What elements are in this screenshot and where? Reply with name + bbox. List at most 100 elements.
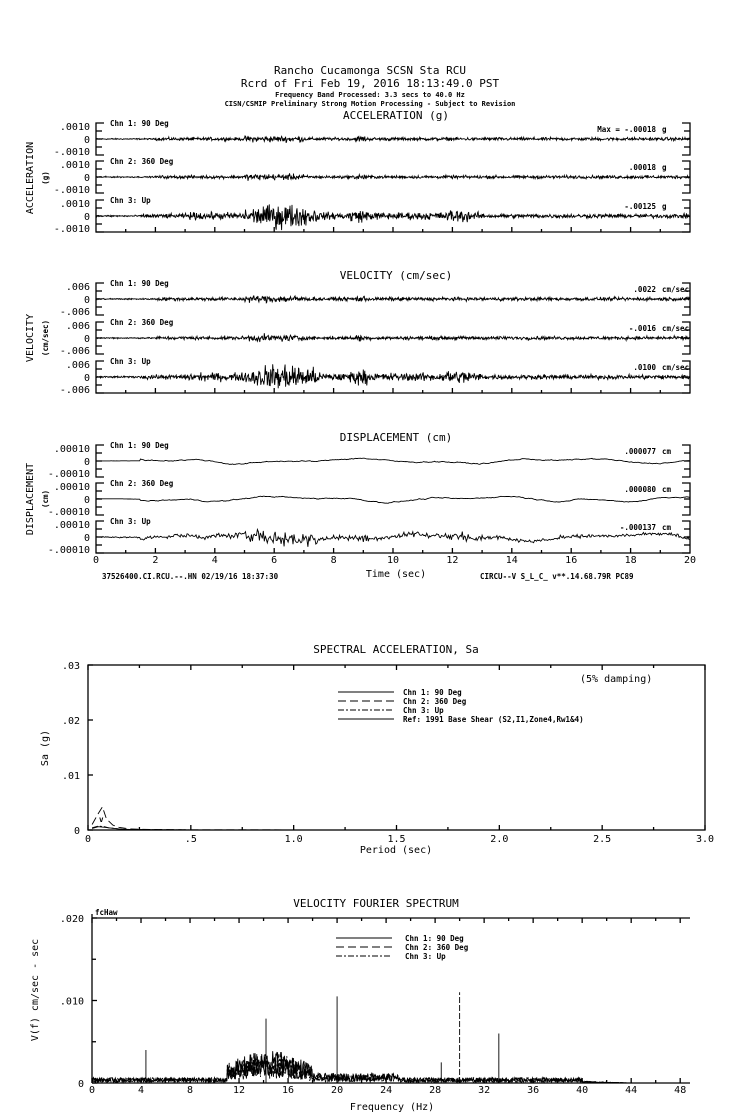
waveform-trace: [95, 294, 691, 304]
waveform-trace: [96, 457, 690, 465]
sa-series-line: [91, 825, 706, 831]
ytick-label-top: .006: [66, 282, 90, 293]
time-xlabel: Time (sec): [366, 569, 426, 580]
acceleration-yunit: (g): [41, 171, 50, 185]
fourier-title: VELOCITY FOURIER SPECTRUM: [293, 897, 459, 910]
xtick-label: 10: [387, 555, 399, 566]
xtick-label: 14: [506, 555, 518, 566]
velocity-ylabel: VELOCITY: [25, 314, 36, 362]
xtick-label: 0: [85, 834, 91, 845]
channel-label: Chn 2: 360 Deg: [110, 157, 174, 166]
legend-label: Chn 3: Up: [403, 706, 444, 715]
xtick-label: 32: [478, 1085, 490, 1096]
waveform-trace: [95, 135, 691, 144]
xtick-label: 40: [576, 1085, 588, 1096]
channel-label: Chn 1: 90 Deg: [110, 279, 169, 288]
xtick-label: 4: [212, 555, 218, 566]
ytick-label-zero: 0: [84, 135, 90, 146]
ytick-label-zero: 0: [84, 533, 90, 544]
waveform-trace: [95, 364, 691, 389]
record-date: Rcrd of Fri Feb 19, 2016 18:13:49.0 PST: [241, 77, 500, 90]
xtick-label: .5: [185, 834, 197, 845]
max-value: -.0016: [629, 324, 657, 333]
fourier-ylabel: V(f) cm/sec - sec: [30, 939, 41, 1041]
legend-label: Ref: 1991 Base Shear (S2,I1,Zone4,Rw1&4): [403, 715, 584, 724]
xtick-label: 6: [271, 555, 277, 566]
acceleration-ylabel: ACCELERATION: [25, 142, 36, 214]
ytick-label-top: .00010: [54, 520, 90, 531]
ytick-label: .01: [62, 771, 80, 782]
max-unit: g: [662, 125, 667, 134]
fourier-corner-label: fcHaw: [95, 908, 118, 917]
xtick-label: 36: [527, 1085, 539, 1096]
max-unit: g: [662, 202, 667, 211]
ytick-label-top: .0010: [60, 199, 90, 210]
ytick-label-bottom: -.00010: [48, 469, 90, 480]
legend-label: Chn 2: 360 Deg: [403, 697, 467, 706]
ytick-label-bottom: -.0010: [54, 224, 90, 235]
xtick-label: 28: [429, 1085, 441, 1096]
displacement-yunit: (cm): [41, 490, 50, 508]
ytick-label-zero: 0: [84, 373, 90, 384]
xtick-label: 0: [89, 1085, 95, 1096]
velocity-yunit: (cm/sec): [41, 320, 50, 356]
ytick-label-top: .0010: [60, 160, 90, 171]
processing-note: CISN/CSMIP Preliminary Strong Motion Pro…: [225, 100, 516, 108]
xtick-label: 12: [233, 1085, 245, 1096]
ytick-label-top: .006: [66, 321, 90, 332]
footer-left: 37526400.CI.RCU.--.HN 02/19/16 18:37:30: [102, 572, 279, 581]
header: Rancho Cucamonga SCSN Sta RCU Rcrd of Fr…: [225, 64, 516, 108]
channel-label: Chn 3: Up: [110, 196, 151, 205]
max-unit: g: [662, 163, 667, 172]
ytick-label-bottom: -.0010: [54, 147, 90, 158]
xtick-label: 8: [187, 1085, 193, 1096]
xtick-label: 24: [380, 1085, 392, 1096]
channel-label: Chn 2: 360 Deg: [110, 318, 174, 327]
max-value: .000077: [624, 447, 656, 456]
max-value: -.000137: [620, 523, 656, 532]
xtick-label: 0: [93, 555, 99, 566]
xtick-label: 3.0: [696, 834, 714, 845]
max-unit: cm: [662, 485, 672, 494]
sa-title: SPECTRAL ACCELERATION, Sa: [313, 643, 479, 656]
ytick-label: 0: [74, 826, 80, 837]
ytick-label-zero: 0: [84, 173, 90, 184]
xtick-label: 16: [565, 555, 577, 566]
xtick-label: 2: [152, 555, 158, 566]
channel-label: Chn 2: 360 Deg: [110, 479, 174, 488]
xtick-label: 2.5: [593, 834, 611, 845]
max-value: .000080: [624, 485, 656, 494]
ytick-label-top: .00010: [54, 482, 90, 493]
ytick-label-bottom: -.0010: [54, 185, 90, 196]
channel-label: Chn 1: 90 Deg: [110, 441, 169, 450]
ytick-label-zero: 0: [84, 457, 90, 468]
xtick-label: 8: [331, 555, 337, 566]
ytick-label-bottom: -.006: [60, 346, 90, 357]
xtick-label: 44: [625, 1085, 637, 1096]
ytick-label-zero: 0: [84, 212, 90, 223]
ytick-label: 0: [78, 1079, 84, 1090]
frequency-band: Frequency Band Processed: 3.3 secs to 40…: [275, 91, 465, 99]
max-unit: cm/sec: [662, 363, 689, 372]
xtick-label: 16: [282, 1085, 294, 1096]
waveform-trace: [95, 172, 691, 181]
velocity-title: VELOCITY (cm/sec): [340, 269, 453, 282]
ytick-label-top: .00010: [54, 444, 90, 455]
ytick-label-bottom: -.00010: [48, 545, 90, 556]
xtick-label: 4: [138, 1085, 144, 1096]
ytick-label-bottom: -.00010: [48, 507, 90, 518]
waveform-trace: [96, 333, 691, 343]
displacement-ylabel: DISPLACEMENT: [25, 463, 36, 535]
ytick-label: .02: [62, 716, 80, 727]
waveform-trace: [95, 527, 691, 547]
sa-series-line: [91, 805, 706, 831]
xtick-label: 2.0: [490, 834, 508, 845]
ytick-label-zero: 0: [84, 295, 90, 306]
xtick-label: 12: [446, 555, 458, 566]
max-unit: cm: [662, 447, 672, 456]
xtick-label: 1.0: [285, 834, 303, 845]
xtick-label: 48: [674, 1085, 686, 1096]
ytick-label-bottom: -.006: [60, 385, 90, 396]
